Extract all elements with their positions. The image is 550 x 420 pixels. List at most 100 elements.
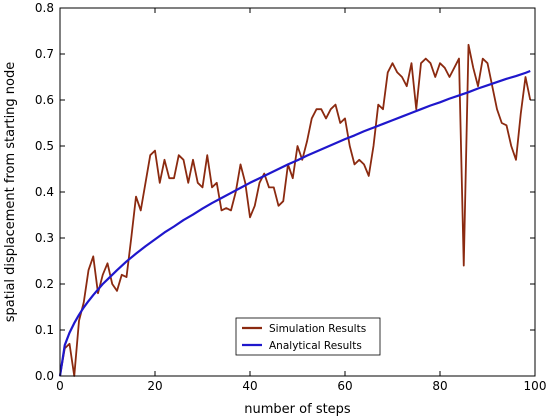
data-point-simulation: [192, 159, 194, 161]
data-point-simulation: [354, 164, 356, 166]
legend-label: Analytical Results: [269, 340, 362, 352]
data-point-simulation: [453, 67, 455, 69]
data-point-analytical: [529, 70, 531, 72]
data-point-analytical: [363, 130, 365, 132]
data-point-simulation: [335, 104, 337, 106]
data-point-simulation: [145, 182, 147, 184]
data-point-analytical: [259, 177, 261, 179]
data-point-simulation: [463, 265, 465, 267]
data-point-simulation: [496, 108, 498, 110]
data-point-simulation: [316, 108, 318, 110]
data-point-analytical: [382, 123, 384, 125]
data-point-simulation: [149, 154, 151, 156]
data-point-simulation: [278, 205, 280, 207]
data-point-simulation: [487, 62, 489, 64]
data-point-analytical: [221, 197, 223, 199]
data-point-simulation: [111, 283, 113, 285]
data-point-simulation: [121, 274, 123, 276]
x-tick-label: 40: [242, 379, 257, 393]
data-point-simulation: [491, 85, 493, 87]
data-point-analytical: [69, 332, 71, 334]
data-point-analytical: [420, 108, 422, 110]
data-point-simulation: [396, 72, 398, 74]
data-point-simulation: [102, 274, 104, 276]
data-point-analytical: [164, 232, 166, 234]
data-point-analytical: [344, 138, 346, 140]
data-point-analytical: [392, 119, 394, 121]
data-point-simulation: [206, 154, 208, 156]
data-point-simulation: [97, 292, 99, 294]
data-point-analytical: [83, 307, 85, 309]
data-point-simulation: [368, 175, 370, 177]
legend: Simulation Results Analytical Results: [235, 317, 381, 356]
data-point-simulation: [472, 67, 474, 69]
data-point-simulation: [444, 67, 446, 69]
data-point-simulation: [159, 182, 161, 184]
data-point-simulation: [83, 302, 85, 304]
data-point-simulation: [259, 182, 261, 184]
data-point-simulation: [425, 58, 427, 60]
data-point-analytical: [64, 344, 66, 346]
data-point-simulation: [411, 62, 413, 64]
data-point-simulation: [130, 237, 132, 239]
data-point-analytical: [487, 84, 489, 86]
data-point-simulation: [373, 145, 375, 147]
data-point-analytical: [240, 187, 242, 189]
data-point-analytical: [335, 142, 337, 144]
data-point-analytical: [306, 155, 308, 157]
data-point-simulation: [107, 262, 109, 264]
data-point-simulation: [420, 62, 422, 64]
data-point-analytical: [325, 146, 327, 148]
data-point-simulation: [306, 141, 308, 143]
data-point-analytical: [145, 245, 147, 247]
data-point-analytical: [107, 279, 109, 281]
data-point-analytical: [192, 214, 194, 216]
data-point-analytical: [211, 202, 213, 204]
data-point-simulation: [230, 210, 232, 212]
data-point-simulation: [268, 187, 270, 189]
data-point-analytical: [449, 98, 451, 100]
data-point-simulation: [392, 62, 394, 64]
data-point-simulation: [244, 182, 246, 184]
data-point-analytical: [316, 151, 318, 153]
data-point-analytical: [73, 322, 75, 324]
data-point-analytical: [126, 261, 128, 263]
data-point-simulation: [358, 159, 360, 161]
data-point-simulation: [387, 72, 389, 74]
y-tick-label: 0.8: [35, 1, 54, 15]
data-point-simulation: [225, 207, 227, 209]
data-point-simulation: [88, 269, 90, 271]
data-point-analytical: [135, 253, 137, 255]
data-point-simulation: [449, 76, 451, 78]
y-tick-label: 0.4: [35, 185, 54, 199]
data-point-analytical: [458, 95, 460, 97]
data-point-simulation: [240, 164, 242, 166]
x-tick-label: 60: [337, 379, 352, 393]
data-point-simulation: [221, 210, 223, 212]
data-point-analytical: [354, 135, 356, 137]
data-point-analytical: [515, 75, 517, 77]
data-point-simulation: [173, 177, 175, 179]
data-point-analytical: [468, 91, 470, 93]
data-point-simulation: [154, 150, 156, 152]
data-point-simulation: [344, 118, 346, 120]
x-tick-label: 0: [56, 379, 64, 393]
data-point-simulation: [363, 164, 365, 166]
data-point-simulation: [439, 62, 441, 64]
data-point-simulation: [325, 118, 327, 120]
data-point-simulation: [458, 58, 460, 60]
data-point-simulation: [430, 62, 432, 64]
data-point-simulation: [401, 76, 403, 78]
data-point-simulation: [311, 118, 313, 120]
x-tick-label: 80: [432, 379, 447, 393]
data-point-simulation: [349, 145, 351, 147]
data-point-simulation: [92, 256, 94, 258]
data-point-analytical: [496, 81, 498, 83]
data-point-analytical: [154, 238, 156, 240]
y-tick-label: 0.0: [35, 369, 54, 383]
plot-layer: [58, 43, 532, 377]
data-point-simulation: [178, 154, 180, 156]
data-point-analytical: [439, 101, 441, 103]
y-tick-label: 0.6: [35, 93, 54, 107]
data-point-simulation: [116, 290, 118, 292]
